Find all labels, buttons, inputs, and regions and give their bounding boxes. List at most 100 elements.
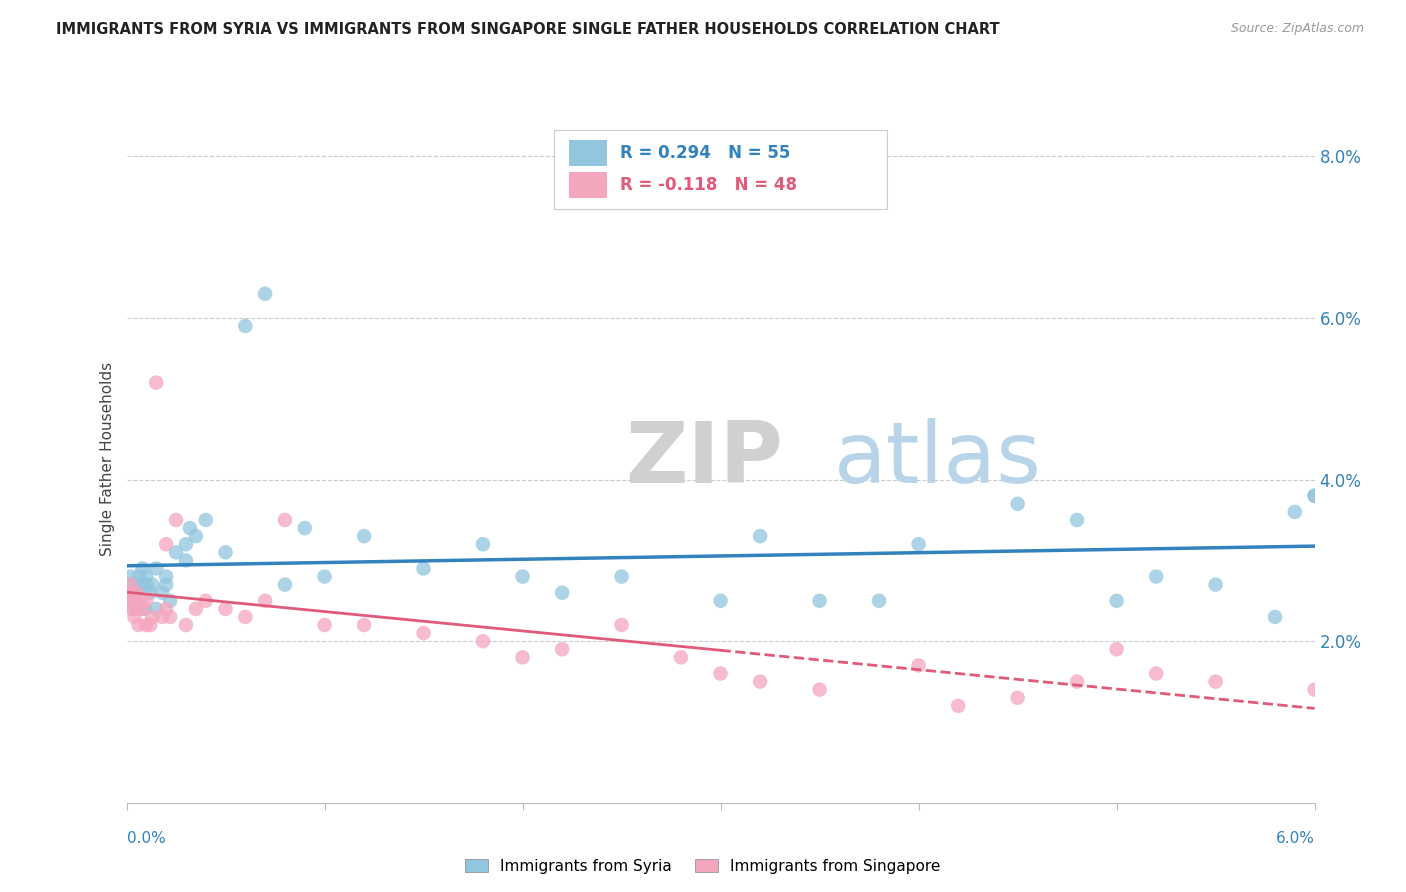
Point: [294, 521, 316, 535]
Point: [551, 642, 574, 657]
Point: [165, 545, 187, 559]
Point: [120, 594, 142, 608]
Point: [412, 626, 434, 640]
Point: [135, 618, 157, 632]
Point: [907, 537, 929, 551]
Y-axis label: Single Father Households: Single Father Households: [100, 362, 115, 557]
Point: [1303, 489, 1326, 503]
Point: [139, 618, 162, 632]
Point: [749, 529, 772, 543]
Point: [155, 569, 177, 583]
Point: [233, 319, 257, 334]
Point: [150, 610, 173, 624]
Point: [314, 569, 336, 583]
Point: [135, 594, 157, 608]
Point: [1303, 489, 1326, 503]
Point: [233, 610, 257, 624]
Point: [1144, 666, 1167, 681]
Point: [353, 618, 375, 632]
FancyBboxPatch shape: [568, 172, 606, 198]
Point: [1205, 674, 1227, 689]
Point: [155, 537, 177, 551]
Point: [214, 545, 236, 559]
FancyBboxPatch shape: [554, 129, 887, 209]
Point: [127, 618, 149, 632]
Point: [472, 537, 495, 551]
Point: [134, 602, 156, 616]
Point: [472, 634, 495, 648]
Text: Source: ZipAtlas.com: Source: ZipAtlas.com: [1230, 22, 1364, 36]
Point: [1284, 505, 1306, 519]
Point: [127, 569, 149, 583]
Point: [1105, 594, 1128, 608]
Point: [274, 577, 297, 591]
Point: [174, 553, 197, 567]
Point: [669, 650, 692, 665]
Point: [131, 561, 153, 575]
Point: [551, 585, 574, 599]
Point: [749, 674, 772, 689]
Point: [412, 561, 434, 575]
Point: [124, 594, 146, 608]
Point: [1066, 674, 1088, 689]
Point: [610, 569, 633, 583]
Point: [174, 537, 197, 551]
Point: [314, 618, 336, 632]
Point: [709, 666, 731, 681]
Point: [120, 577, 142, 591]
Text: R = -0.118   N = 48: R = -0.118 N = 48: [620, 177, 797, 194]
Point: [125, 602, 148, 616]
Point: [121, 585, 143, 599]
Point: [135, 577, 157, 591]
Point: [353, 529, 375, 543]
Point: [131, 602, 153, 616]
Point: [174, 618, 197, 632]
Point: [124, 610, 146, 624]
Point: [125, 585, 148, 599]
Point: [214, 602, 236, 616]
Point: [808, 594, 831, 608]
Point: [139, 585, 162, 599]
Point: [120, 594, 142, 608]
Point: [808, 682, 831, 697]
Text: 6.0%: 6.0%: [1275, 831, 1315, 846]
Point: [1144, 569, 1167, 583]
Point: [124, 577, 146, 591]
Point: [709, 594, 731, 608]
Point: [184, 602, 207, 616]
Point: [145, 376, 167, 390]
Point: [145, 561, 167, 575]
Point: [1007, 690, 1029, 705]
Text: ZIP: ZIP: [626, 417, 783, 501]
Point: [868, 594, 890, 608]
Point: [121, 602, 143, 616]
Point: [135, 569, 157, 583]
Point: [150, 585, 173, 599]
Point: [124, 594, 146, 608]
Point: [948, 698, 970, 713]
Point: [254, 594, 277, 608]
Point: [129, 594, 152, 608]
Text: IMMIGRANTS FROM SYRIA VS IMMIGRANTS FROM SINGAPORE SINGLE FATHER HOUSEHOLDS CORR: IMMIGRANTS FROM SYRIA VS IMMIGRANTS FROM…: [56, 22, 1000, 37]
Point: [165, 513, 187, 527]
Point: [159, 594, 181, 608]
Text: R = 0.294   N = 55: R = 0.294 N = 55: [620, 144, 790, 162]
Point: [155, 602, 177, 616]
Point: [125, 585, 148, 599]
Point: [194, 594, 217, 608]
Point: [1264, 610, 1286, 624]
Point: [610, 618, 633, 632]
Point: [179, 521, 201, 535]
Point: [141, 577, 163, 591]
Point: [121, 602, 143, 616]
Point: [120, 569, 142, 583]
Legend: Immigrants from Syria, Immigrants from Singapore: Immigrants from Syria, Immigrants from S…: [460, 853, 946, 880]
Point: [512, 650, 534, 665]
Text: 0.0%: 0.0%: [127, 831, 166, 846]
Point: [1303, 682, 1326, 697]
Point: [125, 594, 148, 608]
Point: [141, 610, 163, 624]
Point: [117, 577, 139, 591]
Point: [1007, 497, 1029, 511]
Point: [194, 513, 217, 527]
